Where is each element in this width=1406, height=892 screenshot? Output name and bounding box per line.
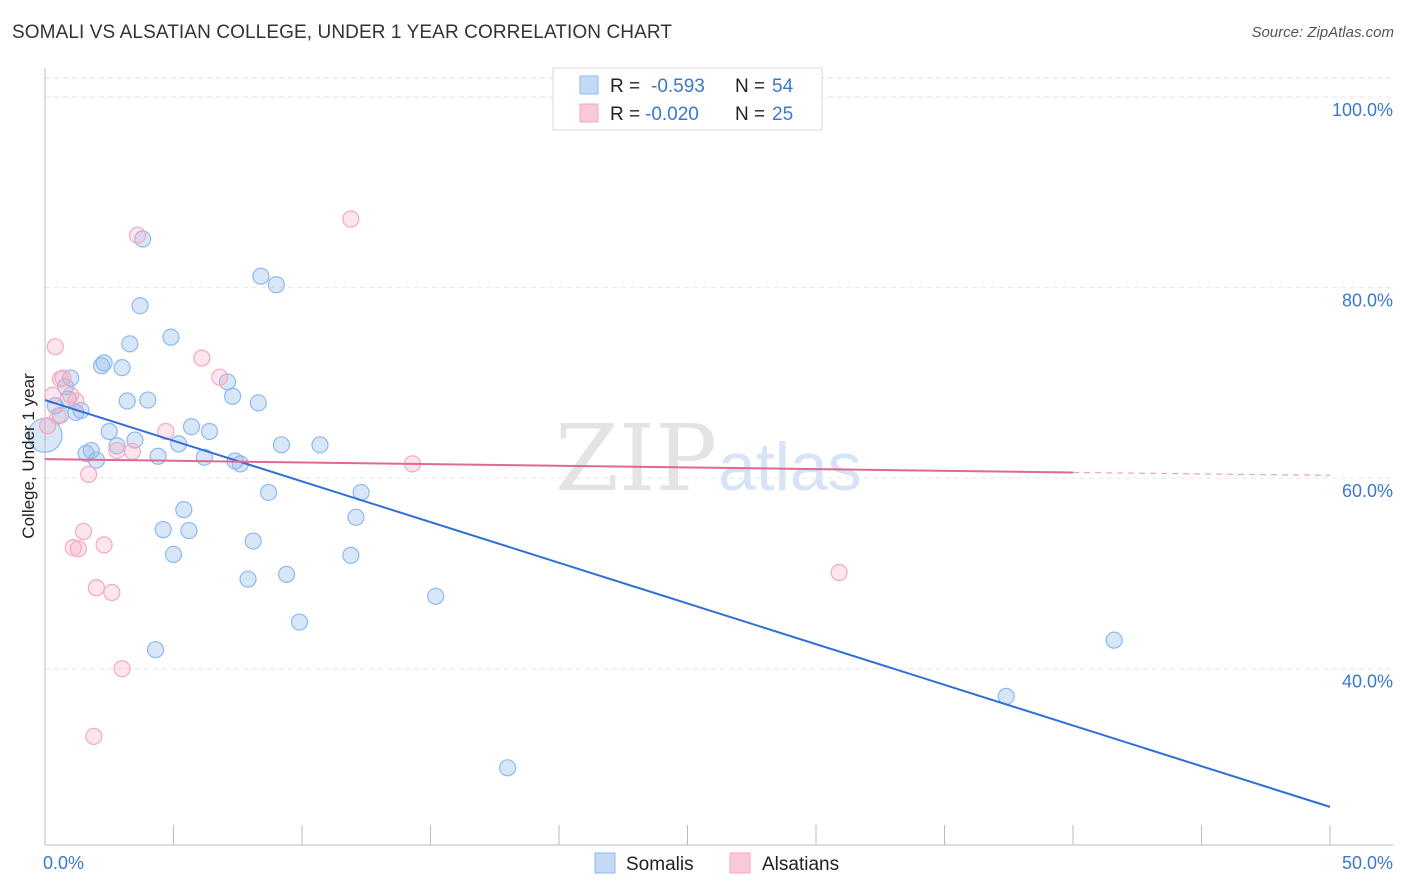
legend-r-label: R = [610, 76, 640, 97]
somali-point [146, 641, 165, 659]
correlation-legend: R = -0.593 N = 54 R = -0.020 N = 25 [552, 67, 823, 131]
alsatian-point [67, 392, 85, 410]
alsatian-point [342, 210, 360, 228]
alsatian-point [74, 522, 93, 541]
somali-point [92, 357, 111, 375]
legend-r-label: R = [610, 104, 640, 125]
alsatian-point [123, 442, 141, 461]
legend-r-value: -0.020 [645, 104, 699, 125]
somali-point [1105, 631, 1123, 649]
watermark-atlas: atlas [718, 429, 862, 505]
y-tick-label: 40.0% [1342, 672, 1393, 692]
somali-point [342, 546, 360, 564]
x-tick-label: 50.0% [1342, 853, 1393, 873]
somali-point [252, 267, 270, 285]
alsatian-point [54, 369, 72, 387]
somali-point [239, 570, 257, 588]
alsatian-point [113, 660, 131, 678]
source-label: Source: ZipAtlas.com [1251, 24, 1394, 41]
somali-point [131, 297, 149, 315]
somali-point [427, 587, 445, 605]
axes [44, 68, 1393, 846]
x-tick-label: 0.0% [43, 853, 84, 873]
legend-r-value: -0.593 [651, 76, 705, 97]
somali-point [108, 437, 126, 455]
somali-point [100, 422, 118, 441]
y-tick-label: 80.0% [1342, 291, 1393, 311]
alsatian-point [46, 338, 64, 356]
alsatian-swatch [729, 852, 751, 874]
alsatian-point [69, 540, 88, 558]
somali-point [175, 501, 193, 519]
alsatian-point [80, 465, 98, 483]
alsatian-point [64, 539, 82, 557]
legend-n-value: 25 [772, 104, 793, 125]
somali-point [259, 483, 278, 502]
somali-point [290, 613, 309, 631]
somali-point [77, 444, 95, 463]
somali-point [149, 447, 167, 465]
alsatian-point [87, 579, 106, 597]
alsatian-point [85, 727, 103, 745]
alsatian-point [211, 368, 229, 386]
legend-swatch-alsatian [579, 103, 599, 123]
y-tick-label: 60.0% [1342, 481, 1393, 501]
somali-point [139, 391, 157, 409]
somali-point [200, 422, 219, 441]
alsatian-trend-extension [1072, 471, 1331, 476]
somali-point [249, 394, 267, 412]
alsatian-point [108, 441, 126, 460]
somali-point [267, 276, 285, 294]
alsatian-point [95, 536, 113, 554]
watermark-zip: ZIP [555, 405, 717, 512]
somali-point [277, 565, 296, 584]
somali-point [82, 441, 100, 460]
somali-point [347, 508, 365, 526]
alsatian-points [38, 210, 848, 745]
legend-n-value: 54 [772, 76, 794, 97]
somali-point [95, 354, 113, 372]
somali-points [27, 230, 1123, 777]
somali-point [272, 436, 291, 454]
somali-point [121, 335, 139, 353]
somali-point [113, 359, 131, 377]
trend-lines [44, 399, 1331, 808]
legend-n-label: N = [735, 104, 765, 125]
legend-swatch-somali [579, 75, 599, 95]
somali-trend-line [44, 399, 1331, 808]
somali-swatch [594, 852, 616, 874]
somali-point [162, 328, 180, 346]
alsatian-trend-line [44, 458, 1074, 474]
tick-labels: 40.0% 60.0% 80.0% 100.0% 0.0% 50.0% [43, 100, 1393, 873]
somali-point [499, 759, 517, 777]
alsatian-legend-label: Alsatians [762, 854, 839, 875]
alsatian-point [103, 583, 121, 602]
alsatian-point [157, 422, 175, 441]
somali-point [180, 521, 198, 540]
somali-point [311, 436, 329, 454]
somali-point [164, 545, 183, 563]
y-tick-label: 100.0% [1332, 100, 1393, 120]
alsatian-point [49, 407, 67, 425]
alsatian-point [128, 226, 147, 244]
somali-legend-label: Somalis [626, 854, 694, 875]
somali-point [154, 521, 172, 539]
somali-point [118, 392, 136, 410]
legend-n-label: N = [735, 76, 765, 97]
alsatian-point [193, 349, 211, 367]
alsatian-point [830, 563, 848, 582]
somali-point [244, 532, 262, 550]
y-axis-label: College, Under 1 year [19, 373, 38, 539]
chart-title: SOMALI VS ALSATIAN COLLEGE, UNDER 1 YEAR… [12, 22, 673, 43]
series-legend: Somalis Alsatians [594, 852, 839, 875]
somali-point [224, 387, 242, 405]
somali-point [182, 418, 201, 436]
